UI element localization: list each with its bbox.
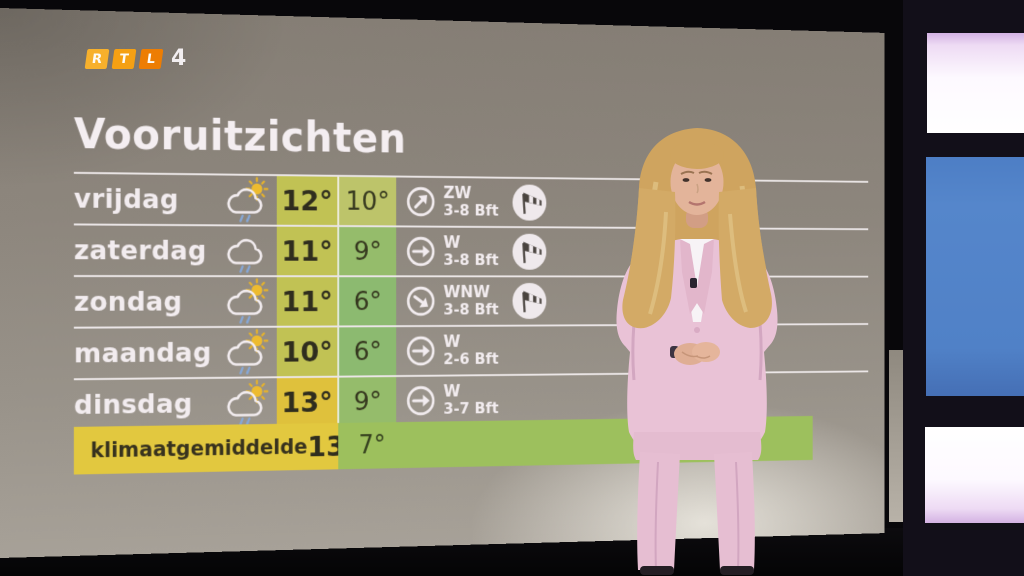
wind-cell: ZW 3-8 Bft: [405, 178, 502, 227]
rain-sun-cloud-icon: [221, 175, 274, 224]
climate-label: klimaatgemiddelde: [90, 435, 308, 463]
forecast-table: vrijdag: [73, 171, 869, 430]
sun-icon: [246, 178, 267, 200]
weather-icon-cell: [218, 378, 276, 427]
wind-direction: W: [443, 382, 461, 402]
max-temp: 11°: [276, 277, 338, 326]
wind-text: WNW 3-8 Bft: [443, 283, 502, 319]
wind-force: 3-8 Bft: [443, 250, 499, 269]
weather-icon-cell: [218, 328, 276, 377]
wind-text: W 3-7 Bft: [443, 382, 502, 418]
wind-force: 3-8 Bft: [443, 200, 499, 220]
day-label: zondag: [73, 286, 183, 318]
forecast-row: zondag: [73, 275, 869, 327]
wind-cell: W 3-8 Bft: [405, 227, 502, 275]
cloud-shape: [229, 240, 262, 263]
clip-microphone: [690, 278, 697, 288]
rain-sun-cloud-icon: [221, 378, 274, 427]
wind-text: W 3-8 Bft: [443, 233, 502, 269]
rain-sun-cloud-icon: [221, 328, 274, 377]
wind-force: 2-6 Bft: [443, 349, 499, 368]
wind-direction-arrow-icon: [405, 335, 436, 368]
weather-screen: Vooruitzichten vrijdag: [0, 8, 885, 558]
wind-cell: W 2-6 Bft: [405, 327, 502, 375]
presenter-shoe: [640, 566, 674, 575]
weather-icon-cell: [218, 175, 276, 224]
climate-min-temp: 7°: [358, 430, 386, 461]
windsock-icon: [512, 184, 547, 221]
rain-drops: [240, 317, 249, 322]
forecast-row: maandag: [73, 323, 869, 379]
wind-direction-arrow-icon: [405, 384, 436, 417]
max-temp: 12°: [276, 176, 338, 226]
climate-label-cell: klimaatgemiddelde 13°: [73, 422, 358, 475]
presenter-shoe: [720, 566, 754, 575]
rain-drops: [240, 266, 249, 271]
windsock-icon: [512, 282, 547, 320]
min-temp: 6°: [337, 327, 397, 376]
rain-cloud-icon: [221, 226, 274, 275]
presenter-trousers: [637, 452, 680, 570]
day-label: maandag: [73, 337, 212, 369]
forecast-row: zaterdag: [73, 223, 869, 276]
day-label: dinsdag: [73, 388, 193, 421]
min-temp: 10°: [337, 176, 397, 226]
studio-light-panel-white-bottom: [925, 427, 1024, 523]
day-label: vrijdag: [73, 183, 179, 215]
wind-text: W 2-6 Bft: [443, 333, 502, 368]
wind-direction: ZW: [443, 183, 472, 204]
weather-icon-cell: [218, 277, 276, 326]
studio-light-panel-blue: [926, 157, 1024, 396]
rain-drops: [240, 368, 249, 373]
wind-direction-arrow-icon: [405, 235, 436, 268]
wind-direction: W: [443, 332, 461, 352]
channel-logo: R T L 4: [84, 46, 187, 71]
wind-force: 3-8 Bft: [443, 300, 499, 319]
presenter: [616, 128, 778, 575]
weather-icon-cell: [218, 226, 276, 275]
wind-cell: W 3-7 Bft: [405, 376, 502, 425]
forecast-title: Vooruitzichten: [73, 109, 407, 163]
max-temp: 10°: [276, 327, 338, 377]
wind-force: 3-7 Bft: [443, 398, 499, 418]
wind-direction: WNW: [443, 283, 490, 303]
rain-drops: [240, 419, 249, 424]
min-temp: 9°: [337, 377, 397, 426]
day-label: zaterdag: [73, 234, 207, 266]
rain-drops: [240, 216, 249, 221]
sun-icon: [246, 380, 267, 402]
rtl-logo-block-l: L: [138, 48, 164, 69]
wind-text: ZW 3-8 Bft: [443, 183, 502, 220]
min-temp: 6°: [337, 277, 397, 326]
rain-sun-cloud-icon: [221, 277, 274, 326]
studio-light-panel-white-top: [927, 33, 1024, 133]
rtl-logo-block-r: R: [84, 48, 110, 69]
wind-direction-arrow-icon: [405, 285, 436, 318]
wind-cell: WNW 3-8 Bft: [405, 277, 502, 325]
max-temp: 13°: [276, 377, 338, 427]
windsock-icon: [512, 233, 547, 270]
min-temp: 9°: [337, 227, 397, 276]
rtl-logo-block-t: T: [111, 48, 137, 69]
max-temp: 11°: [276, 226, 338, 276]
channel-number: 4: [171, 46, 187, 71]
screen-side-edge: [889, 350, 903, 522]
wind-direction-arrow-icon: [405, 185, 436, 218]
wind-direction: W: [443, 233, 461, 253]
forecast-row: vrijdag: [73, 171, 869, 229]
